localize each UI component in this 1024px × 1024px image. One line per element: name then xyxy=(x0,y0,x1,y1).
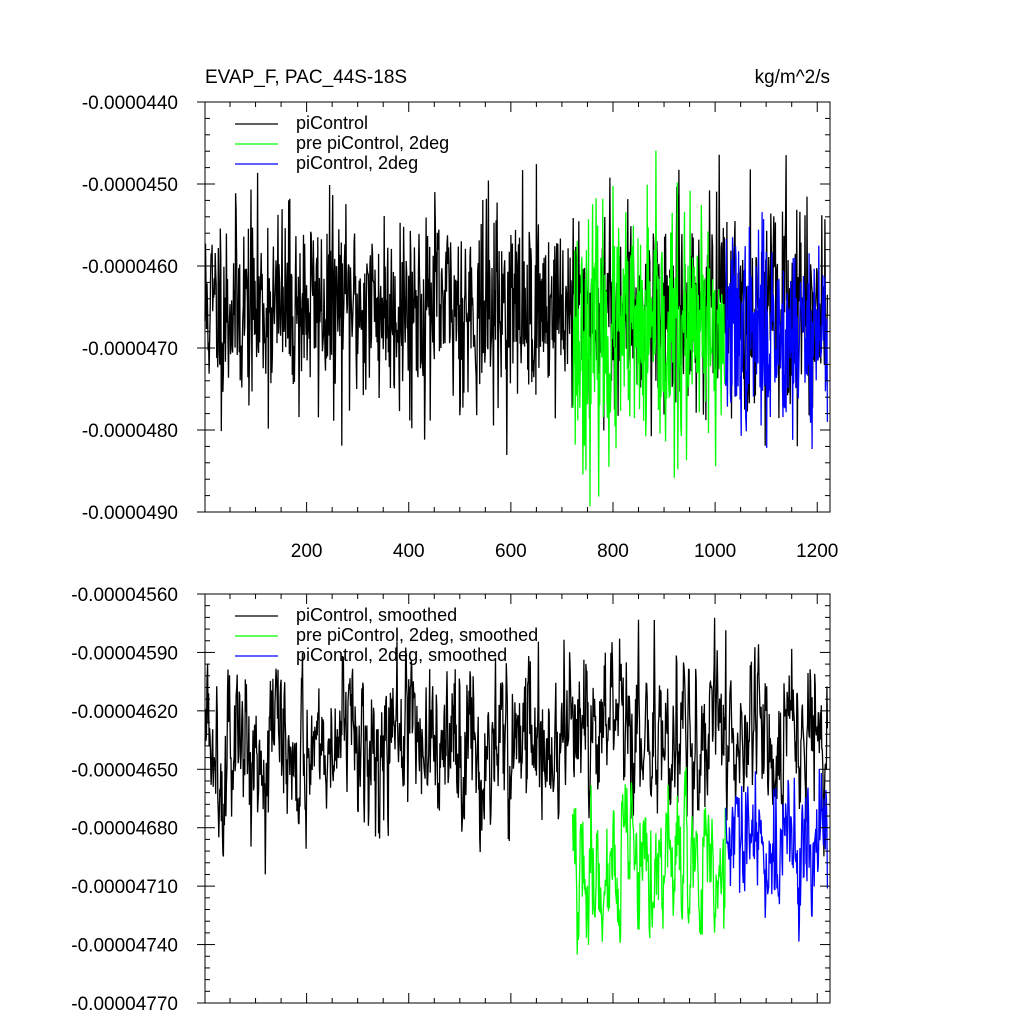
y-tick-label: -0.00004680 xyxy=(71,819,178,840)
series-line-bottom-0 xyxy=(204,617,829,875)
x-tick-label: 1200 xyxy=(796,541,838,562)
x-tick-label: 1000 xyxy=(694,541,736,562)
series-line-bottom-1 xyxy=(571,766,726,955)
legend-label: piControl xyxy=(296,113,368,133)
y-tick-label: -0.00004770 xyxy=(71,994,178,1015)
y-tick-label: -0.0000460 xyxy=(82,257,178,278)
bottom-panel: -0.00004770 -0.00004740 -0.00004710 -0.0000… xyxy=(71,585,831,1015)
legend-label: piControl, 2deg, smoothed xyxy=(296,645,507,665)
bottom-axes: -0.00004770 -0.00004740 -0.00004710 -0.0000… xyxy=(71,585,831,1015)
top-series-group xyxy=(204,150,829,507)
y-tick-label: -0.0000440 xyxy=(82,93,178,114)
top-panel: EVAP_F, PAC_44S-18S kg/m^2/s -0.0000490-… xyxy=(82,67,839,562)
series-line-top-2 xyxy=(725,212,829,450)
series-line-bottom-2 xyxy=(725,768,829,942)
series-line-top-1 xyxy=(571,150,726,507)
bottom-series-group xyxy=(204,617,829,955)
legend-label: piControl, smoothed xyxy=(296,605,457,625)
x-tick-label: 600 xyxy=(495,541,527,562)
y-tick-label: -0.00004560 xyxy=(71,585,178,606)
legend-label: pre piControl, 2deg, smoothed xyxy=(296,625,538,645)
top-title-left: EVAP_F, PAC_44S-18S xyxy=(205,67,407,88)
top-title-right: kg/m^2/s xyxy=(755,67,830,88)
top-axes: -0.0000490 -0.0000480 -0.0000470 -0.0000460… xyxy=(82,93,839,562)
y-tick-label: -0.0000480 xyxy=(82,421,178,442)
plot-frame xyxy=(204,593,831,1004)
y-tick-label: -0.00004620 xyxy=(71,702,178,723)
y-tick-label: -0.00004650 xyxy=(71,760,178,781)
legend-label: piControl, 2deg xyxy=(296,153,418,173)
y-tick-label: -0.0000450 xyxy=(82,175,178,196)
x-tick-label: 400 xyxy=(393,541,425,562)
y-tick-label: -0.0000490 xyxy=(82,503,178,524)
legend-label: pre piControl, 2deg xyxy=(296,133,449,153)
x-tick-label: 200 xyxy=(291,541,323,562)
y-tick-label: -0.00004740 xyxy=(71,936,178,957)
plot-frame xyxy=(204,101,831,513)
y-tick-label: -0.00004590 xyxy=(71,643,178,664)
x-tick-label: 800 xyxy=(597,541,629,562)
y-tick-label: -0.0000470 xyxy=(82,339,178,360)
y-tick-label: -0.00004710 xyxy=(71,877,178,898)
